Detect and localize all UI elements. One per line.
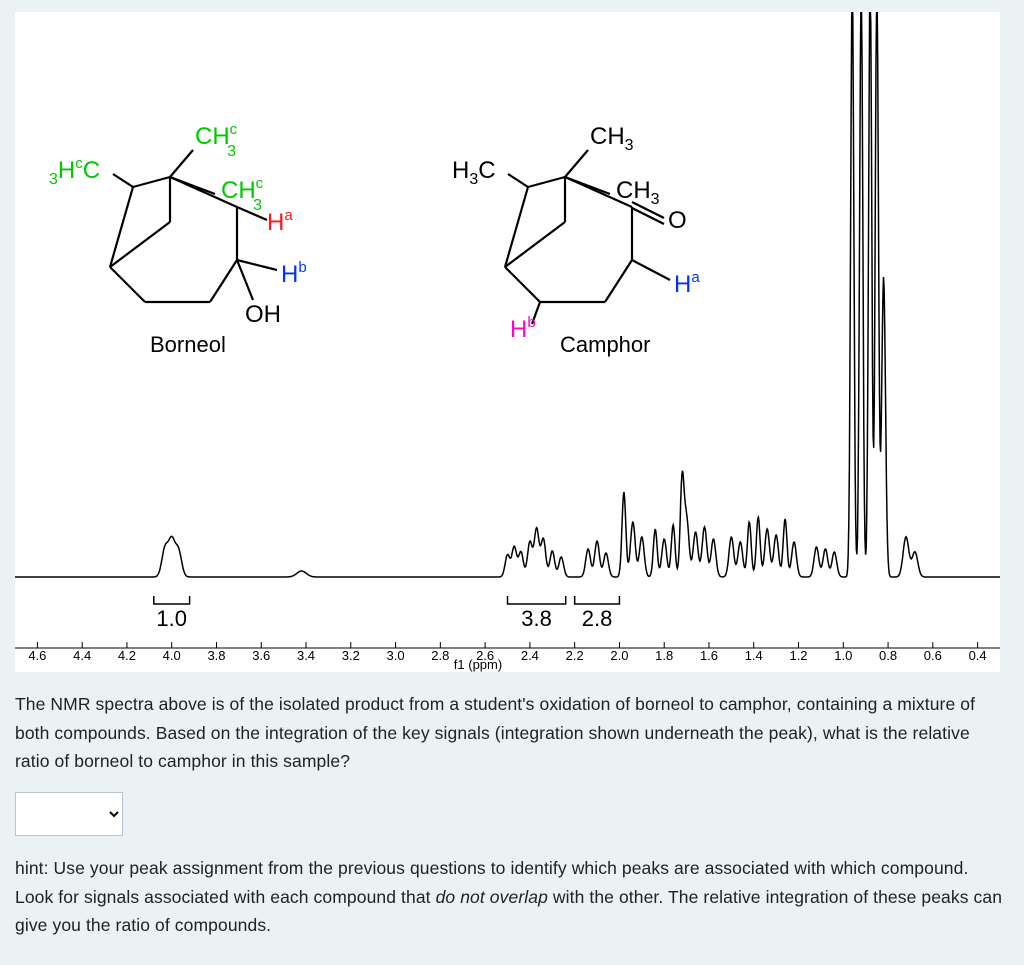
x-tick-label: 2.0 — [610, 648, 628, 663]
x-tick-label: 4.2 — [118, 648, 136, 663]
x-tick-label: 4.6 — [28, 648, 46, 663]
x-tick-label: 3.6 — [252, 648, 270, 663]
borneol-structure: CHc3 CHc3 3HcC Ha Hb OH Borneol — [49, 121, 307, 357]
borneol-oh-label: OH — [245, 301, 281, 328]
answer-select-wrapper — [15, 792, 1009, 836]
borneol-ch3c-top-label: CHc3 — [195, 121, 238, 160]
x-tick-label: 1.2 — [789, 648, 807, 663]
question-paragraph: The NMR spectra above is of the isolated… — [15, 694, 975, 771]
integration-labels: 1.0 3.8 2.8 — [154, 596, 620, 631]
camphor-ch3-top-label: CH3 — [590, 123, 634, 154]
integration-value: 1.0 — [156, 606, 187, 631]
x-tick-label: 2.2 — [566, 648, 584, 663]
camphor-ch3-mid-label: CH3 — [616, 177, 660, 208]
nmr-figure-svg: CHc3 CHc3 3HcC Ha Hb OH Borneol — [15, 12, 1000, 672]
x-tick-label: 0.4 — [969, 648, 987, 663]
x-axis-label: f1 (ppm) — [454, 657, 502, 672]
x-tick-label: 3.2 — [342, 648, 360, 663]
integration-value: 2.8 — [582, 606, 613, 631]
nmr-spectrum-panel: CHc3 CHc3 3HcC Ha Hb OH Borneol — [15, 12, 1000, 672]
camphor-hb-label: Hb — [510, 314, 536, 343]
x-tick-label: 3.0 — [387, 648, 405, 663]
camphor-ha-label: Ha — [674, 269, 700, 298]
camphor-o-label: O — [668, 207, 687, 234]
borneol-hb-label: Hb — [281, 259, 307, 288]
question-text: The NMR spectra above is of the isolated… — [15, 690, 1009, 776]
hint-text: hint: Use your peak assignment from the … — [15, 854, 1009, 940]
x-axis: 4.64.44.24.03.83.63.43.23.02.82.62.42.22… — [15, 642, 1000, 672]
camphor-h3c-label: H3C — [452, 157, 496, 188]
x-tick-label: 1.8 — [655, 648, 673, 663]
x-tick-label: 3.8 — [207, 648, 225, 663]
x-tick-label: 2.8 — [431, 648, 449, 663]
camphor-name: Camphor — [560, 332, 650, 357]
x-tick-label: 0.6 — [924, 648, 942, 663]
x-tick-label: 0.8 — [879, 648, 897, 663]
borneol-3hcc-label: 3HcC — [49, 155, 100, 188]
borneol-name: Borneol — [150, 332, 226, 357]
x-tick-label: 4.4 — [73, 648, 91, 663]
hint-italic: do not overlap — [436, 887, 548, 907]
x-tick-label: 4.0 — [163, 648, 181, 663]
x-tick-label: 1.0 — [834, 648, 852, 663]
integration-value: 3.8 — [521, 606, 552, 631]
camphor-structure: CH3 CH3 H3C O Ha Hb Camphor — [452, 123, 700, 357]
spectrum-trace — [15, 12, 1000, 577]
borneol-ha-label: Ha — [267, 207, 293, 236]
page-container: CHc3 CHc3 3HcC Ha Hb OH Borneol — [0, 0, 1024, 955]
x-tick-label: 1.4 — [745, 648, 763, 663]
x-tick-label: 1.6 — [700, 648, 718, 663]
x-tick-label: 3.4 — [297, 648, 315, 663]
answer-dropdown[interactable] — [15, 792, 123, 836]
x-tick-label: 2.4 — [521, 648, 539, 663]
